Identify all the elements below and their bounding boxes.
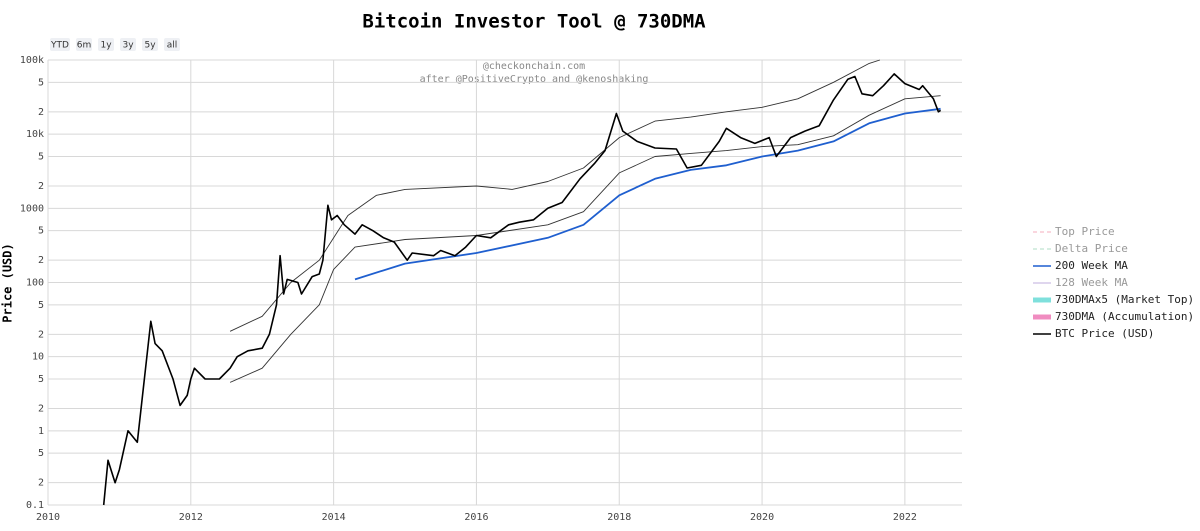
- legend-label[interactable]: Delta Price: [1055, 242, 1128, 255]
- series-line: [354, 107, 941, 281]
- annotation: @checkonchain.com: [483, 61, 585, 72]
- x-tick-label: 2020: [750, 512, 774, 523]
- y-tick-label: 2: [38, 181, 44, 192]
- legend-label[interactable]: 730DMAx5 (Market Top): [1055, 293, 1194, 306]
- y-tick-label: 5: [38, 226, 44, 237]
- range-button-label[interactable]: 1y: [100, 41, 112, 51]
- y-tick-label: 5: [38, 448, 44, 459]
- series-line: [229, 59, 881, 332]
- x-tick-label: 2022: [893, 512, 917, 523]
- y-tick-label: 2: [38, 478, 44, 489]
- y-tick-label: 5: [38, 77, 44, 88]
- range-button[interactable]: [50, 38, 70, 51]
- range-button-label[interactable]: YTD: [50, 41, 69, 51]
- series-line: [229, 95, 941, 383]
- y-tick-label: 1: [38, 426, 44, 437]
- y-tick-label: 10: [32, 352, 44, 363]
- range-button[interactable]: [120, 38, 136, 51]
- legend-label[interactable]: 730DMA (Accumulation): [1055, 310, 1194, 323]
- range-button[interactable]: [164, 38, 180, 51]
- range-button-label[interactable]: 3y: [122, 41, 134, 51]
- x-tick-label: 2014: [322, 512, 346, 523]
- range-button-label[interactable]: 6m: [77, 41, 92, 51]
- legend-label[interactable]: 128 Week MA: [1055, 276, 1128, 289]
- y-tick-label: 1000: [20, 203, 44, 214]
- y-tick-label: 2: [38, 329, 44, 340]
- y-tick-label: 5: [38, 374, 44, 385]
- x-tick-label: 2010: [36, 512, 60, 523]
- y-tick-label: 2: [38, 107, 44, 118]
- y-tick-label: 100: [26, 278, 44, 289]
- y-tick-label: 0.1: [26, 500, 44, 511]
- y-tick-label: 5: [38, 151, 44, 162]
- y-tick-label: 2: [38, 255, 44, 266]
- range-button[interactable]: [142, 38, 158, 51]
- range-button[interactable]: [98, 38, 114, 51]
- y-axis-label: Price (USD): [1, 243, 15, 322]
- y-tick-label: 10k: [26, 129, 44, 140]
- x-tick-label: 2018: [607, 512, 631, 523]
- y-tick-label: 2: [38, 404, 44, 415]
- chart-title: Bitcoin Investor Tool @ 730DMA: [362, 11, 706, 33]
- range-button-label[interactable]: 5y: [144, 41, 156, 51]
- x-tick-label: 2012: [179, 512, 203, 523]
- range-button[interactable]: [76, 38, 92, 51]
- annotation: after @PositiveCrypto and @kenoshaking: [420, 74, 649, 85]
- y-tick-label: 5: [38, 300, 44, 311]
- series-line: [102, 73, 942, 506]
- range-button-label[interactable]: all: [167, 41, 178, 51]
- legend-label[interactable]: BTC Price (USD): [1055, 327, 1154, 340]
- y-tick-label: 100k: [20, 55, 44, 66]
- legend-label[interactable]: 200 Week MA: [1055, 259, 1128, 272]
- legend-label[interactable]: Top Price: [1055, 225, 1115, 238]
- x-tick-label: 2016: [464, 512, 488, 523]
